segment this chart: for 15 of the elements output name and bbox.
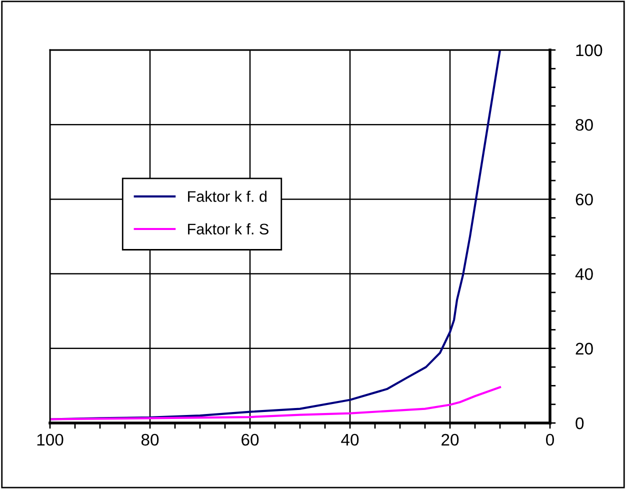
x-tick-label: 60 — [242, 434, 259, 446]
x-tick-label: 0 — [546, 434, 554, 446]
y-tick-label: 0 — [576, 417, 584, 430]
legend-label: Faktor k f. d — [188, 190, 266, 202]
y-tick-label: 40 — [575, 268, 593, 280]
line-series — [50, 386, 502, 420]
y-tick-label: 80 — [576, 119, 593, 131]
y-tick-label: 100 — [576, 44, 602, 56]
y-tick-label: 20 — [576, 342, 593, 355]
legend-label: Faktor k f. S — [188, 223, 268, 235]
x-tick-label: 80 — [141, 434, 159, 446]
x-tick-label: 100 — [37, 434, 64, 446]
x-tick-label: 40 — [341, 434, 359, 446]
x-tick-label: 20 — [442, 434, 459, 446]
y-tick-label: 60 — [576, 194, 593, 206]
